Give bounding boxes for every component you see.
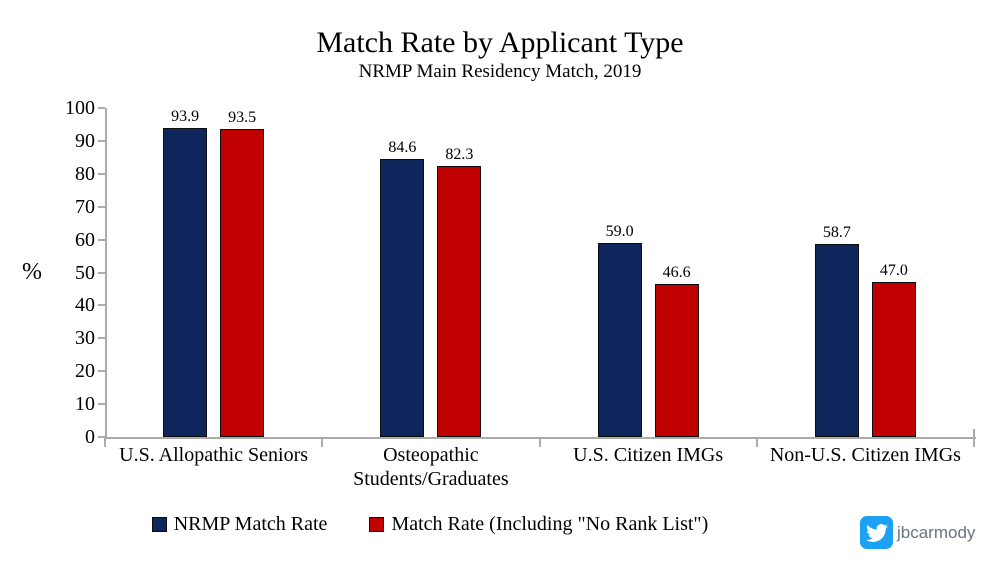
legend-label: Match Rate (Including "No Rank List") [391, 513, 709, 535]
bar-group: 59.0 46.6 [540, 108, 757, 437]
y-tick-mark [98, 238, 105, 241]
x-category-label: U.S. Citizen IMGs [573, 444, 724, 466]
y-tick-mark [98, 271, 105, 274]
y-tick-label: 60 [75, 228, 95, 251]
x-tick-mark [973, 438, 975, 447]
y-tick-label: 40 [75, 294, 95, 317]
bar-value-label: 46.6 [662, 264, 691, 281]
bar-with-label: 46.6 [654, 264, 699, 437]
bar [871, 282, 916, 437]
y-tick-label: 90 [75, 129, 95, 152]
x-category-label: Osteopathic Students/Graduates [353, 444, 509, 490]
bar-group: 58.7 47.0 [757, 108, 974, 437]
y-tick-mark [98, 403, 105, 406]
y-tick-label: 0 [85, 426, 95, 448]
x-tick-mark [104, 438, 106, 447]
bar-with-label: 47.0 [871, 262, 916, 437]
plot-area [105, 108, 976, 439]
bar-with-label: 93.9 [163, 108, 208, 437]
y-tick-label: 50 [75, 261, 95, 284]
x-tick-mark [755, 438, 758, 447]
bar-group: 84.6 82.3 [322, 108, 539, 437]
bar-value-label: 93.9 [171, 108, 200, 125]
legend-swatch-icon [369, 516, 385, 532]
bar-value-label: 58.7 [822, 224, 851, 241]
y-tick-label: 80 [75, 162, 95, 185]
bar-with-label: 84.6 [380, 139, 425, 437]
bar [654, 284, 699, 437]
y-tick-label: 20 [75, 360, 95, 383]
bar-with-label: 82.3 [437, 146, 482, 437]
y-tick-label: 70 [75, 195, 95, 218]
y-tick-mark [98, 107, 105, 109]
y-tick-mark [98, 139, 105, 142]
bar [220, 129, 265, 437]
legend-swatch-icon [151, 516, 167, 532]
x-axis-end-tick [973, 429, 975, 438]
bar-value-label: 84.6 [388, 139, 417, 156]
chart-subtitle: NRMP Main Residency Match, 2019 [358, 61, 642, 82]
bar [163, 128, 208, 437]
y-tick-mark [98, 436, 105, 438]
legend-item: Match Rate (Including "No Rank List") [369, 514, 708, 534]
y-tick-label: 30 [75, 327, 95, 350]
bar [597, 243, 642, 437]
bar-value-label: 82.3 [445, 146, 474, 163]
bar-with-label: 93.5 [220, 109, 265, 437]
bar [437, 166, 482, 437]
chart-legend: NRMP Match Rate Match Rate (Including "No… [0, 514, 860, 534]
bar-value-label: 59.0 [605, 223, 634, 240]
y-tick-label: 10 [75, 393, 95, 416]
bar-value-label: 93.5 [228, 109, 257, 126]
y-axis-label: % [22, 259, 42, 285]
x-category-label: U.S. Allopathic Seniors [119, 444, 309, 466]
y-tick-mark [98, 172, 105, 175]
bar-group: 93.9 93.5 [105, 108, 322, 437]
x-tick-mark [321, 438, 324, 447]
bar [814, 244, 859, 437]
chart-title: Match Rate by Applicant Type [316, 26, 684, 59]
y-tick-mark [98, 370, 105, 373]
bar-value-label: 47.0 [879, 262, 908, 279]
y-tick-mark [98, 304, 105, 307]
y-tick-label: 100 [65, 97, 95, 119]
bar-with-label: 58.7 [814, 224, 859, 437]
legend-item: NRMP Match Rate [151, 513, 328, 535]
y-tick-mark [98, 205, 105, 208]
twitter-handle[interactable]: jbcarmody [897, 522, 976, 542]
twitter-bird-icon[interactable] [860, 516, 893, 549]
y-tick-mark [98, 337, 105, 340]
legend-label: NRMP Match Rate [173, 513, 328, 535]
x-tick-mark [538, 438, 541, 447]
bar [380, 159, 425, 437]
author-watermark[interactable]: jbcarmody [860, 516, 975, 549]
x-category-label: Non-U.S. Citizen IMGs [769, 444, 961, 466]
bar-with-label: 59.0 [597, 223, 642, 437]
